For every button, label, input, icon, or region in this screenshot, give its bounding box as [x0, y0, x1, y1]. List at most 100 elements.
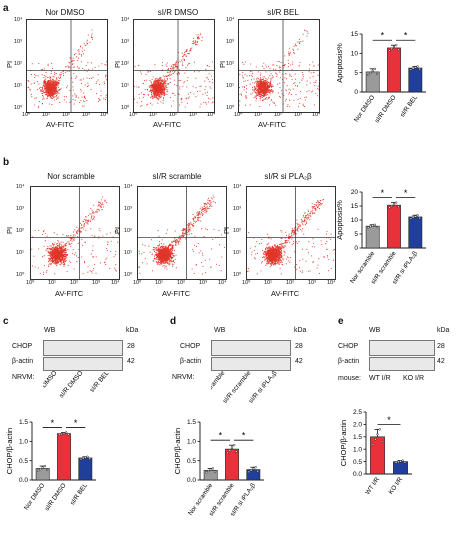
flow-point: [255, 97, 257, 99]
flow-point: [163, 80, 165, 82]
flow-point: [265, 88, 268, 90]
flow-point: [138, 93, 140, 96]
flow-point: [152, 86, 154, 88]
flow-point: [245, 95, 247, 97]
flow-point: [166, 78, 168, 80]
flow-point: [164, 92, 166, 94]
flow-point: [47, 90, 49, 92]
flow-point: [189, 223, 191, 225]
flow-point: [154, 91, 157, 93]
flow-point: [94, 66, 96, 68]
flow-point: [31, 63, 33, 65]
flow-point: [182, 229, 184, 231]
flow-point: [98, 236, 100, 238]
flow-point: [80, 222, 82, 224]
x-tick: 10³: [82, 112, 90, 118]
flow-point: [166, 65, 168, 67]
flow-point: [269, 81, 271, 83]
flow-point: [75, 252, 77, 254]
flow-point: [150, 89, 152, 92]
flow-point: [270, 78, 272, 80]
flow-point: [252, 87, 254, 89]
flow-point: [80, 61, 82, 63]
flow-point: [46, 87, 48, 89]
flow-point: [57, 239, 59, 242]
flow-point: [253, 85, 255, 87]
flow-point: [262, 81, 264, 84]
flow-point: [166, 262, 168, 264]
flow-point: [93, 217, 95, 219]
flow-point: [186, 86, 188, 88]
flow-point: [298, 65, 300, 67]
flow-point: [303, 106, 306, 108]
flow-point: [96, 208, 98, 210]
flow-point: [55, 263, 57, 265]
flow-point: [213, 228, 215, 230]
flow-point: [186, 51, 188, 53]
flow-point: [274, 68, 276, 70]
flow-point: [155, 249, 157, 251]
flow-point: [87, 223, 89, 225]
flow-point: [38, 87, 41, 89]
flow-point: [47, 86, 49, 88]
flow-point: [50, 80, 52, 82]
flow-point: [255, 80, 257, 82]
flow-point: [150, 81, 152, 83]
flow-point: [156, 250, 159, 252]
flow-point: [205, 210, 207, 212]
flow-point: [161, 85, 163, 87]
flow-point: [89, 78, 91, 80]
flow-point: [62, 248, 64, 250]
flow-point: [138, 250, 140, 252]
significance-star: *: [381, 31, 385, 41]
flow-point: [306, 84, 308, 86]
y-ticks-a3: 10⁴ 10³ 10² 10¹ 10⁰: [226, 17, 238, 113]
flow-point: [257, 82, 259, 84]
flow-point: [309, 77, 311, 79]
flow-point: [292, 63, 294, 65]
flow-point: [208, 73, 210, 75]
flow-point: [247, 79, 249, 82]
flow-point: [105, 64, 107, 66]
flow-point: [46, 82, 48, 84]
flow-point: [50, 255, 52, 257]
flow-point: [72, 57, 74, 59]
flow-point: [99, 262, 102, 264]
flow-point: [162, 93, 164, 96]
flow-point: [209, 98, 211, 100]
flow-point: [92, 215, 94, 217]
flow-point: [96, 81, 98, 83]
flow-point: [95, 211, 97, 213]
flow-point: [285, 89, 287, 91]
flow-point: [265, 81, 267, 84]
flow-point: [312, 76, 314, 78]
flow-point: [148, 71, 150, 73]
flow-point: [40, 90, 42, 92]
y-tick: 10²: [14, 61, 22, 67]
flow-point: [49, 254, 51, 256]
flow-point: [263, 62, 265, 64]
flow-point: [64, 263, 66, 266]
flow-point: [163, 98, 165, 100]
flow-point: [158, 240, 161, 243]
flow-point: [296, 45, 298, 47]
flow-point: [207, 78, 209, 80]
flow-a3-title: sI/R BEL: [267, 8, 299, 17]
flow-point: [301, 79, 303, 81]
flow-point: [52, 91, 54, 93]
flow-point: [155, 85, 157, 87]
flow-point: [149, 102, 152, 104]
flow-point: [268, 98, 270, 100]
flow-point: [162, 256, 164, 258]
flow-point: [88, 69, 90, 71]
flow-point: [160, 101, 162, 103]
flow-point: [51, 248, 53, 250]
flow-point: [72, 89, 74, 91]
flow-point: [98, 97, 100, 99]
flow-point: [152, 97, 154, 100]
flow-point: [271, 88, 273, 91]
flow-point: [193, 217, 195, 219]
flow-point: [158, 83, 160, 85]
flow-point: [61, 256, 63, 258]
flow-point: [188, 52, 190, 54]
